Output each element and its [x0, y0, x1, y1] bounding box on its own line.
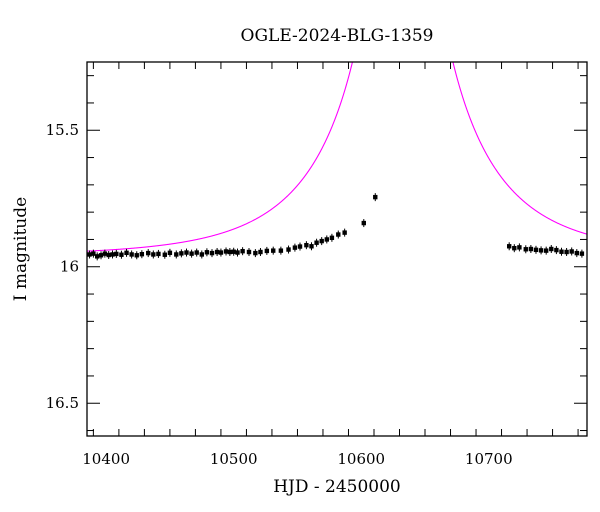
data-point — [533, 245, 539, 254]
data-point — [253, 249, 258, 258]
x-axis-label: HJD - 2450000 — [273, 477, 401, 497]
data-point — [286, 245, 291, 254]
data-point — [91, 249, 96, 258]
data-point — [156, 249, 161, 258]
x-tick-label: 10700 — [465, 450, 513, 468]
data-point — [278, 246, 284, 255]
data-point — [139, 250, 145, 259]
data-point — [106, 251, 111, 260]
data-point — [523, 245, 528, 254]
data-point — [373, 193, 378, 202]
data-point — [114, 249, 119, 258]
data-point — [223, 247, 229, 256]
data-point — [231, 247, 236, 256]
data-point — [543, 246, 549, 255]
data-point — [110, 250, 115, 259]
data-point — [218, 248, 224, 257]
x-tick-label: 10500 — [210, 450, 258, 468]
data-point — [184, 248, 189, 257]
data-point — [227, 248, 233, 257]
data-point — [574, 249, 579, 258]
data-point — [189, 249, 194, 258]
data-point — [264, 246, 270, 255]
data-point — [235, 248, 240, 257]
data-point — [246, 248, 252, 257]
y-tick-label: 15.5 — [46, 121, 79, 139]
data-point — [292, 243, 298, 252]
data-point — [554, 246, 559, 255]
data-point — [167, 248, 173, 257]
data-point — [214, 248, 220, 257]
data-point — [579, 249, 585, 258]
y-axis: 15.5 16 16.5 — [46, 75, 587, 432]
data-point — [98, 251, 104, 260]
data-point — [209, 249, 215, 258]
data-points-layer — [87, 193, 585, 261]
data-point — [569, 247, 574, 256]
data-point — [559, 247, 564, 256]
data-point — [309, 242, 314, 251]
data-point — [258, 248, 263, 257]
data-point — [361, 219, 366, 228]
data-point — [342, 228, 347, 237]
data-point — [517, 243, 522, 252]
plot-frame — [86, 61, 588, 437]
data-point — [179, 249, 184, 258]
data-point — [204, 248, 210, 257]
data-point — [162, 250, 168, 259]
data-point — [314, 238, 319, 247]
y-tick-label: 16.5 — [46, 394, 79, 412]
data-point — [95, 252, 100, 261]
data-point — [119, 250, 124, 259]
data-point — [174, 250, 179, 259]
y-axis-label: I magnitude — [11, 197, 31, 301]
y-tick-label: 16 — [60, 258, 79, 276]
data-point — [297, 242, 303, 251]
data-point — [564, 248, 569, 257]
model-curve — [87, 62, 587, 252]
data-point — [199, 250, 204, 259]
data-point — [194, 248, 199, 257]
x-axis: 10400 10500 10600 10700 — [82, 62, 579, 468]
data-point — [129, 250, 134, 259]
data-point — [329, 233, 335, 242]
data-point — [506, 242, 512, 251]
chart-title: OGLE-2024-BLG-1359 — [241, 26, 434, 46]
data-point — [87, 250, 92, 259]
data-point — [271, 246, 276, 255]
data-point — [304, 241, 309, 250]
x-tick-label: 10600 — [337, 450, 385, 468]
x-tick-label: 10400 — [82, 450, 130, 468]
data-point — [319, 237, 324, 246]
model-curve-layer — [87, 62, 587, 252]
data-point — [512, 244, 517, 253]
data-point — [124, 248, 129, 257]
data-point — [324, 235, 329, 244]
data-point — [102, 249, 108, 258]
data-point — [538, 246, 544, 255]
data-point — [134, 251, 139, 260]
data-point — [549, 245, 554, 253]
data-point — [240, 247, 245, 256]
data-point — [528, 245, 534, 253]
data-point — [151, 250, 156, 259]
data-point — [336, 230, 341, 239]
data-point — [146, 249, 151, 258]
